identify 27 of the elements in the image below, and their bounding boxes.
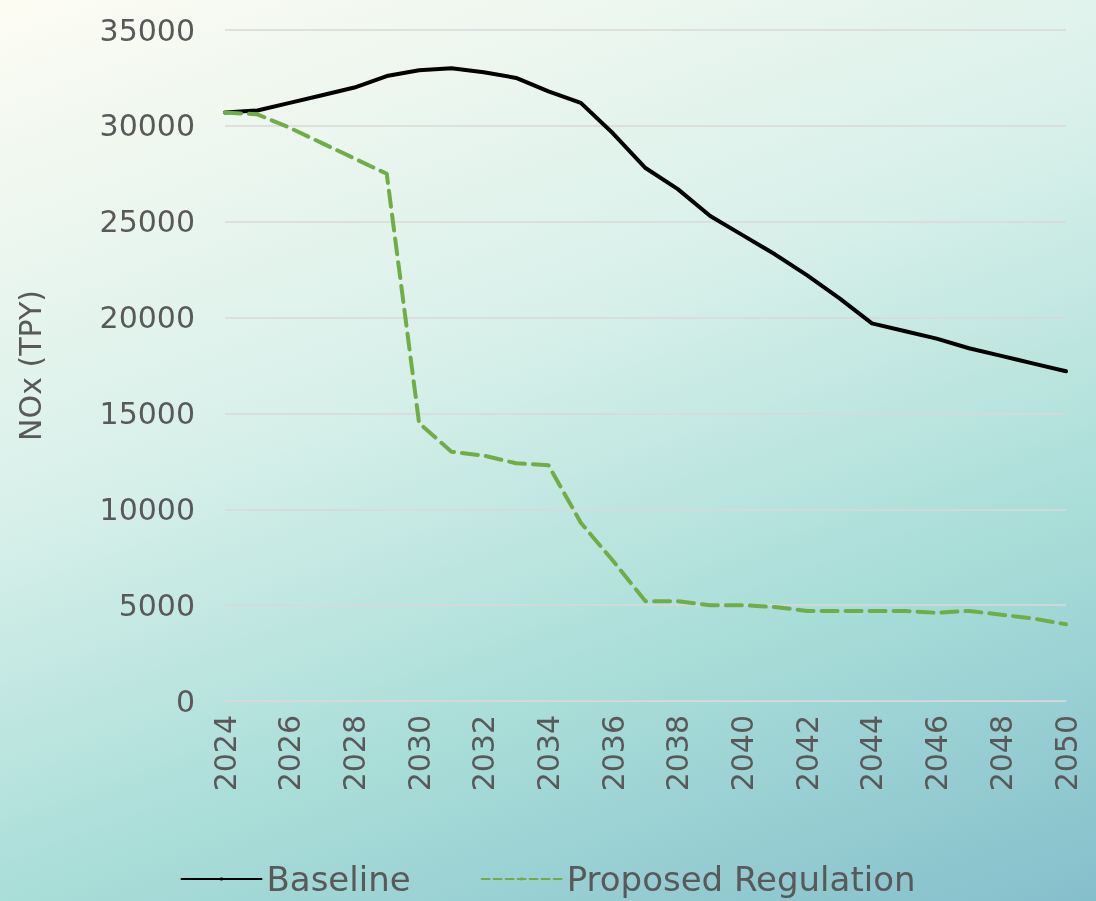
- x-tick-label: 2030: [401, 715, 437, 792]
- x-tick-label: 2048: [983, 715, 1019, 792]
- x-tick-label: 2024: [207, 715, 243, 792]
- x-tick-label: 2036: [595, 715, 631, 792]
- y-axis-title: NOx (TPY): [12, 290, 48, 441]
- x-tick-label: 2040: [725, 715, 761, 792]
- y-tick-label: 0: [175, 683, 195, 719]
- y-tick-label: 25000: [99, 204, 195, 240]
- y-tick-label: 5000: [118, 587, 195, 623]
- legend-label: Proposed Regulation: [566, 859, 916, 899]
- y-tick-label: 10000: [99, 491, 195, 527]
- x-tick-label: 2034: [530, 715, 566, 792]
- y-tick-label: 35000: [99, 12, 195, 48]
- y-tick-label: 15000: [99, 395, 195, 431]
- x-tick-label: 2028: [336, 715, 372, 792]
- y-tick-label: 30000: [99, 108, 195, 144]
- x-tick-label: 2050: [1048, 715, 1084, 792]
- line-series: [223, 110, 1068, 627]
- line-series: [223, 66, 1068, 374]
- x-tick-label: 2032: [466, 715, 502, 792]
- x-tick-label: 2042: [789, 715, 825, 792]
- x-tick-label: 2046: [919, 715, 955, 792]
- x-tick-label: 2026: [272, 715, 308, 792]
- x-tick-label: 2044: [854, 715, 890, 792]
- x-tick-label: 2038: [660, 715, 696, 792]
- y-tick-label: 20000: [99, 300, 195, 336]
- legend-label: Baseline: [266, 859, 411, 899]
